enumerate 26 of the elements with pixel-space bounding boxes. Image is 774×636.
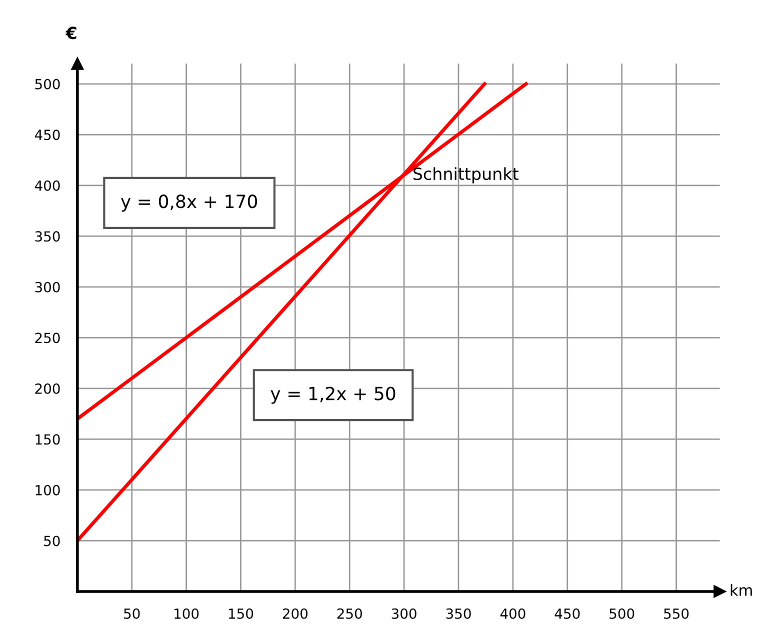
x-tick-label: 500	[610, 608, 634, 619]
y-tick-label: 250	[35, 332, 60, 344]
y-tick-label: 200	[35, 383, 60, 394]
y-tick-label: 100	[36, 484, 60, 496]
y-tick-label: 150	[36, 434, 60, 445]
y-axis-title: €	[65, 26, 76, 40]
y-tick-label: 350	[35, 231, 60, 242]
annotation: Schnittpunkt	[413, 167, 518, 184]
x-axis-title: km	[730, 584, 752, 596]
y-tick-label: 500	[35, 78, 60, 90]
x-tick-label: 250	[337, 608, 362, 619]
annotation: y = 0,8x + 170	[120, 194, 258, 212]
x-tick-label: 200	[282, 608, 308, 619]
x-tick-label: 550	[664, 608, 689, 619]
y-tick-label: 50	[44, 536, 60, 546]
x-tick-label: 450	[554, 608, 580, 619]
x-tick-label: 300	[392, 608, 416, 619]
x-tick-label: 100	[174, 608, 199, 619]
y-tick-label: 450	[34, 130, 60, 140]
x-tick-label: 50	[124, 608, 140, 619]
y-tick-label: 400	[34, 180, 60, 191]
x-tick-label: 350	[446, 608, 471, 619]
annotation: y = 1,2x + 50	[270, 386, 396, 404]
y-tick-label: 300	[35, 282, 60, 292]
x-tick-label: 400	[500, 608, 526, 619]
x-tick-label: 150	[228, 608, 254, 619]
